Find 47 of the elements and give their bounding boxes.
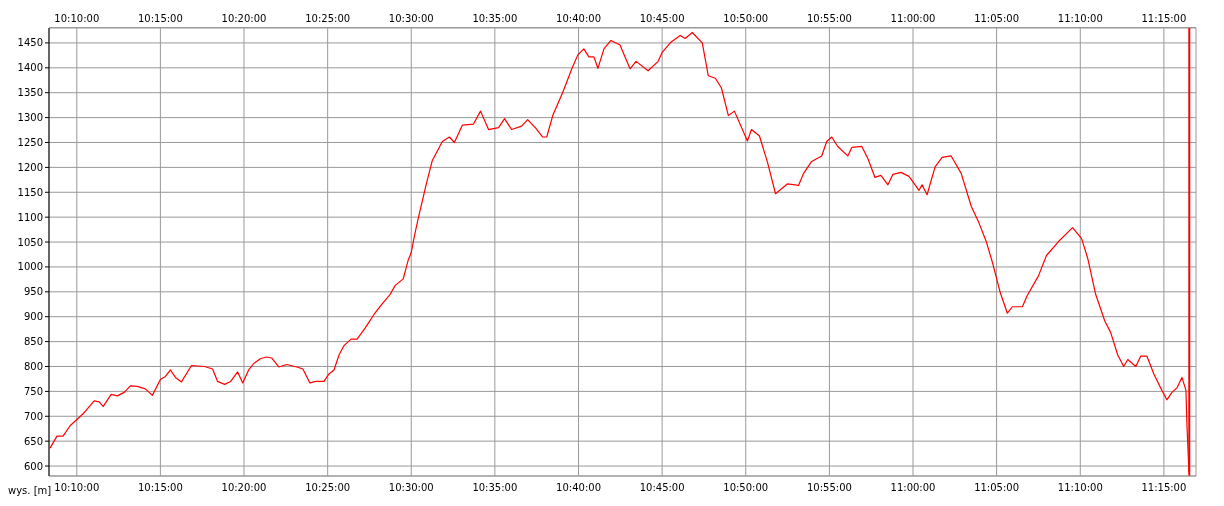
x-tick-label: 10:35:00 xyxy=(472,13,518,24)
y-tick-label: 1350 xyxy=(17,87,43,99)
x2-tick-label: 11:10:00 xyxy=(1057,482,1103,494)
x-tick-label: 11:05:00 xyxy=(974,13,1020,24)
y-tick-label: 700 xyxy=(23,410,43,422)
x-tick-label: 11:00:00 xyxy=(890,13,936,24)
y-tick-label: 1000 xyxy=(17,261,43,273)
x-tick-label: 10:25:00 xyxy=(305,13,351,24)
x-tick-label: 10:10:00 xyxy=(54,13,100,24)
y-tick-label: 1250 xyxy=(17,137,43,149)
y-tick-label: 600 xyxy=(23,460,43,472)
y-tick-label: 950 xyxy=(23,286,43,298)
y-tick-label: 750 xyxy=(23,385,43,397)
x2-tick-label: 10:10:00 xyxy=(54,482,100,494)
y-tick-label: 900 xyxy=(23,311,43,323)
x2-tick-label: 10:50:00 xyxy=(723,482,769,494)
x-tick-label: 10:15:00 xyxy=(137,13,183,24)
y-tick-label: 850 xyxy=(23,336,43,348)
x2-tick-label: 11:05:00 xyxy=(974,482,1020,494)
y-tick-label: 1300 xyxy=(17,112,43,124)
y-tick-label: 1150 xyxy=(17,186,43,198)
x2-tick-label: 10:15:00 xyxy=(137,482,183,494)
y-axis-title: wys. [m] xyxy=(8,485,52,496)
x2-tick-label: 10:25:00 xyxy=(305,482,351,494)
y-tick-label: 650 xyxy=(23,435,43,447)
x-tick-label: 11:15:00 xyxy=(1141,13,1187,24)
x-tick-label: 10:45:00 xyxy=(639,13,685,24)
x-tick-label: 11:10:00 xyxy=(1057,13,1103,24)
x-tick-label: 10:20:00 xyxy=(221,13,267,24)
y-tick-label: 1050 xyxy=(17,236,43,248)
x2-tick-label: 10:30:00 xyxy=(388,482,434,494)
x2-tick-label: 10:55:00 xyxy=(806,482,852,494)
x-tick-label: 10:50:00 xyxy=(723,13,769,24)
x2-tick-label: 10:45:00 xyxy=(639,482,685,494)
x-tick-label: 10:30:00 xyxy=(388,13,434,24)
y-tick-label: 800 xyxy=(23,361,43,373)
y-tick-label: 1200 xyxy=(17,161,43,173)
y-tick-label: 1400 xyxy=(17,62,43,74)
x-tick-label: 10:40:00 xyxy=(556,13,602,24)
y-tick-label: 1100 xyxy=(17,211,43,223)
x2-tick-label: 10:20:00 xyxy=(221,482,267,494)
y-tick-label: 1450 xyxy=(17,37,43,49)
x2-tick-label: 11:00:00 xyxy=(890,482,936,494)
x2-tick-label: 10:35:00 xyxy=(472,482,518,494)
x2-tick-label: 10:40:00 xyxy=(556,482,602,494)
x-tick-label: 10:55:00 xyxy=(806,13,852,24)
x2-tick-label: 11:15:00 xyxy=(1141,482,1187,494)
